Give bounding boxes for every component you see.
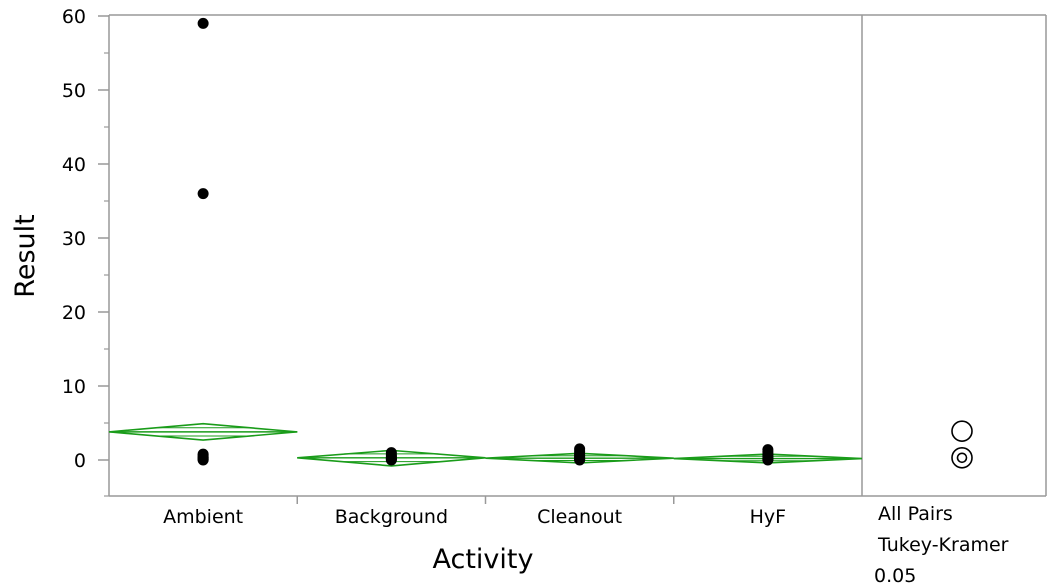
y-tick-label-50: 50 <box>62 80 86 102</box>
y-tick-label-0: 0 <box>74 450 86 472</box>
comparison-label-method: All Pairs <box>878 503 953 525</box>
y-tick-label-60: 60 <box>62 6 86 28</box>
data-point-ambient-8 <box>197 454 209 466</box>
data-point-background-6 <box>385 454 397 466</box>
data-point-ambient-1 <box>197 188 209 200</box>
y-tick-label-20: 20 <box>62 302 86 324</box>
x-axis-title: Activity <box>433 544 534 575</box>
data-point-hyf-7 <box>762 454 774 466</box>
x-tick-label-ambient: Ambient <box>163 506 243 528</box>
comparison-label-alpha: 0.05 <box>874 565 916 587</box>
data-point-ambient-0 <box>197 17 209 29</box>
x-tick-label-background: Background <box>335 506 448 528</box>
x-tick-label-hyf: HyF <box>750 506 786 528</box>
y-axis-title: Result <box>10 214 41 297</box>
y-tick-label-10: 10 <box>62 376 86 398</box>
data-point-cleanout-8 <box>574 454 586 466</box>
comparison-circle-0 <box>951 420 973 442</box>
y-tick-label-30: 30 <box>62 228 86 250</box>
comparison-label-test: Tukey-Kramer <box>877 534 1009 556</box>
x-tick-label-cleanout: Cleanout <box>537 506 622 528</box>
comparison-circle-inner-1 <box>956 452 968 464</box>
comparison-circle-1 <box>951 446 973 469</box>
y-tick-label-40: 40 <box>62 154 86 176</box>
